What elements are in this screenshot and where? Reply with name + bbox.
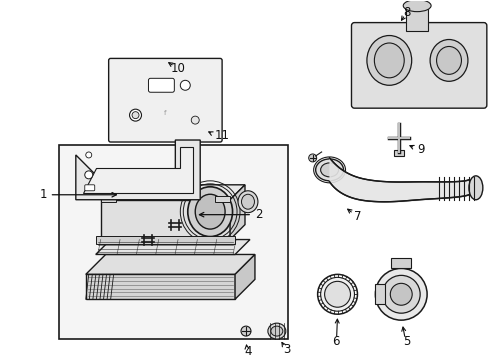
Ellipse shape xyxy=(320,163,338,177)
Ellipse shape xyxy=(389,283,411,305)
Polygon shape xyxy=(96,239,249,255)
Ellipse shape xyxy=(241,326,250,336)
Ellipse shape xyxy=(187,187,232,237)
Text: 3: 3 xyxy=(283,342,290,356)
Bar xyxy=(215,196,229,202)
Polygon shape xyxy=(229,185,244,239)
Ellipse shape xyxy=(241,194,254,209)
Text: 11: 11 xyxy=(215,129,230,141)
FancyBboxPatch shape xyxy=(84,185,95,191)
Text: 2: 2 xyxy=(199,208,262,221)
Ellipse shape xyxy=(129,109,141,121)
Ellipse shape xyxy=(468,176,482,200)
Bar xyxy=(390,258,410,269)
Ellipse shape xyxy=(191,116,199,124)
FancyBboxPatch shape xyxy=(351,23,486,108)
Bar xyxy=(393,150,404,156)
Ellipse shape xyxy=(320,277,354,311)
Ellipse shape xyxy=(308,154,316,162)
Ellipse shape xyxy=(382,275,419,313)
Ellipse shape xyxy=(84,171,93,179)
Bar xyxy=(406,6,427,31)
Bar xyxy=(375,284,385,304)
Polygon shape xyxy=(101,200,229,239)
Polygon shape xyxy=(85,274,235,299)
Bar xyxy=(101,196,115,202)
FancyBboxPatch shape xyxy=(108,58,222,142)
Text: 9: 9 xyxy=(416,144,424,157)
Ellipse shape xyxy=(436,46,461,74)
Ellipse shape xyxy=(180,80,190,90)
Polygon shape xyxy=(82,147,193,193)
Polygon shape xyxy=(235,255,254,299)
Bar xyxy=(96,235,235,243)
Ellipse shape xyxy=(315,159,343,181)
FancyBboxPatch shape xyxy=(148,78,174,92)
Ellipse shape xyxy=(374,43,404,78)
Text: 4: 4 xyxy=(244,345,251,357)
Ellipse shape xyxy=(429,40,467,81)
Text: 7: 7 xyxy=(353,210,361,223)
Polygon shape xyxy=(101,185,244,200)
Ellipse shape xyxy=(366,36,411,85)
Ellipse shape xyxy=(403,0,430,12)
Text: 8: 8 xyxy=(403,6,410,19)
Polygon shape xyxy=(85,255,254,274)
Ellipse shape xyxy=(324,282,350,307)
Text: 6: 6 xyxy=(331,334,339,347)
Text: f: f xyxy=(164,110,166,116)
Ellipse shape xyxy=(238,191,257,213)
Ellipse shape xyxy=(85,152,92,158)
Ellipse shape xyxy=(132,112,139,119)
Ellipse shape xyxy=(375,269,426,320)
Polygon shape xyxy=(76,140,200,200)
Ellipse shape xyxy=(270,326,282,336)
Bar xyxy=(59,145,287,339)
Ellipse shape xyxy=(195,194,224,229)
Ellipse shape xyxy=(267,323,285,339)
Text: 10: 10 xyxy=(170,62,185,75)
Text: 1: 1 xyxy=(39,188,116,201)
Text: 5: 5 xyxy=(403,334,410,347)
